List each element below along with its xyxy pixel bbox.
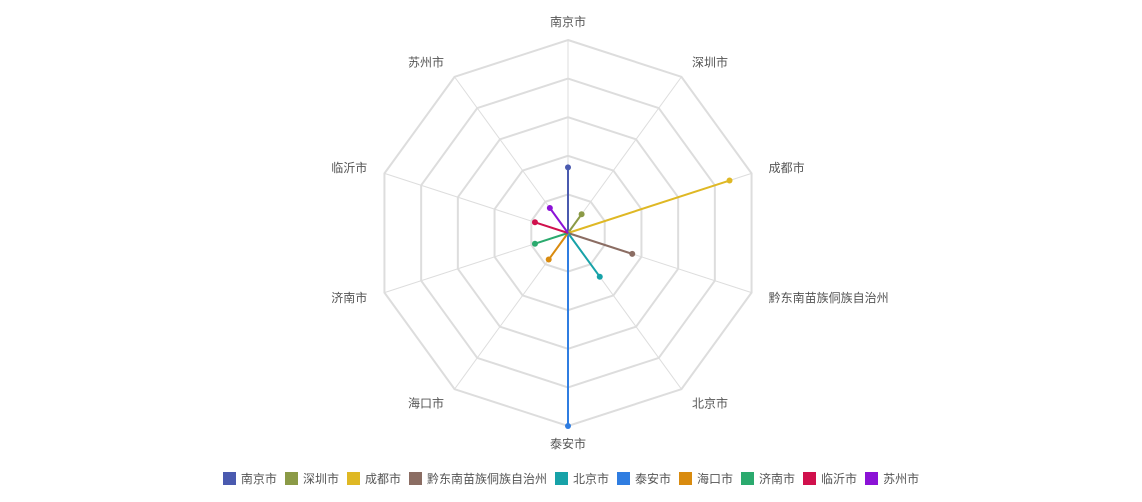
legend-item-8[interactable]: 临沂市: [803, 470, 857, 487]
axis-label-3: 黔东南苗族侗族自治州: [769, 290, 889, 305]
legend-item-3[interactable]: 黔东南苗族侗族自治州: [408, 470, 547, 487]
series-line-4: [567, 232, 601, 278]
series-line-3: [567, 232, 633, 255]
legend: 南京市 深圳市 成都市 黔东南苗族侗族自治州 北京市 泰安市 海口市 济南市 临沂市 苏州市: [0, 469, 1142, 487]
axis-label-6: 海口市: [408, 396, 444, 411]
axis-label-9: 苏州市: [408, 54, 444, 69]
legend-item-1[interactable]: 深圳市: [284, 470, 339, 487]
legend-label: 泰安市: [635, 471, 672, 486]
legend-label: 临沂市: [821, 471, 858, 486]
legend-swatch: [741, 471, 755, 485]
legend-item-4[interactable]: 北京市: [554, 470, 609, 487]
axis-label-4: 北京市: [692, 396, 728, 411]
legend-label: 北京市: [572, 471, 609, 486]
axis-label-0: 南京市: [550, 14, 586, 29]
series-point-4[interactable]: [596, 273, 603, 280]
series-line-8: [534, 221, 569, 234]
legend-item-5[interactable]: 泰安市: [617, 470, 671, 487]
radar-series: [531, 164, 733, 429]
series-point-0[interactable]: [565, 164, 571, 171]
series-point-6[interactable]: [545, 256, 552, 263]
series-line-6: [547, 232, 569, 261]
series-line-2: [567, 179, 730, 234]
legend-label: 黔东南苗族侗族自治州: [426, 471, 547, 486]
series-point-7[interactable]: [531, 240, 538, 247]
legend-label: 海口市: [697, 471, 734, 486]
series-point-8[interactable]: [531, 219, 538, 226]
legend-label: 南京市: [240, 471, 277, 486]
legend-label: 成都市: [364, 471, 401, 486]
series-point-5[interactable]: [565, 423, 571, 429]
legend-item-7[interactable]: 济南市: [741, 470, 795, 487]
series-point-1[interactable]: [578, 211, 585, 218]
legend-item-2[interactable]: 成都市: [346, 470, 401, 487]
legend-swatch: [803, 471, 817, 485]
series-point-2[interactable]: [726, 177, 733, 184]
series-line-9: [549, 207, 569, 234]
legend-label: 济南市: [759, 471, 796, 486]
legend-swatch: [222, 471, 236, 485]
legend-swatch: [408, 471, 422, 485]
axis-label-1: 深圳市: [692, 54, 728, 69]
axis-label-5: 泰安市: [550, 436, 586, 451]
grid-spoke-1: [567, 76, 682, 234]
series-point-3[interactable]: [629, 250, 636, 257]
series-line-7: [534, 232, 569, 245]
legend-swatch: [346, 471, 360, 485]
legend-item-0[interactable]: 南京市: [222, 470, 277, 487]
axis-label-8: 临沂市: [331, 160, 367, 175]
legend-label: 苏州市: [883, 471, 920, 486]
legend-item-6[interactable]: 海口市: [679, 470, 733, 487]
series-line-1: [567, 213, 583, 234]
series-point-9[interactable]: [546, 205, 553, 212]
legend-swatch: [284, 471, 298, 485]
legend-swatch: [865, 471, 879, 485]
legend-item-9[interactable]: 苏州市: [865, 470, 919, 487]
legend-label: 深圳市: [302, 471, 339, 486]
axis-label-2: 成都市: [769, 160, 805, 175]
legend-swatch: [679, 471, 693, 485]
legend-swatch: [617, 471, 630, 485]
legend-swatch: [554, 471, 568, 485]
axis-label-7: 济南市: [331, 290, 367, 305]
